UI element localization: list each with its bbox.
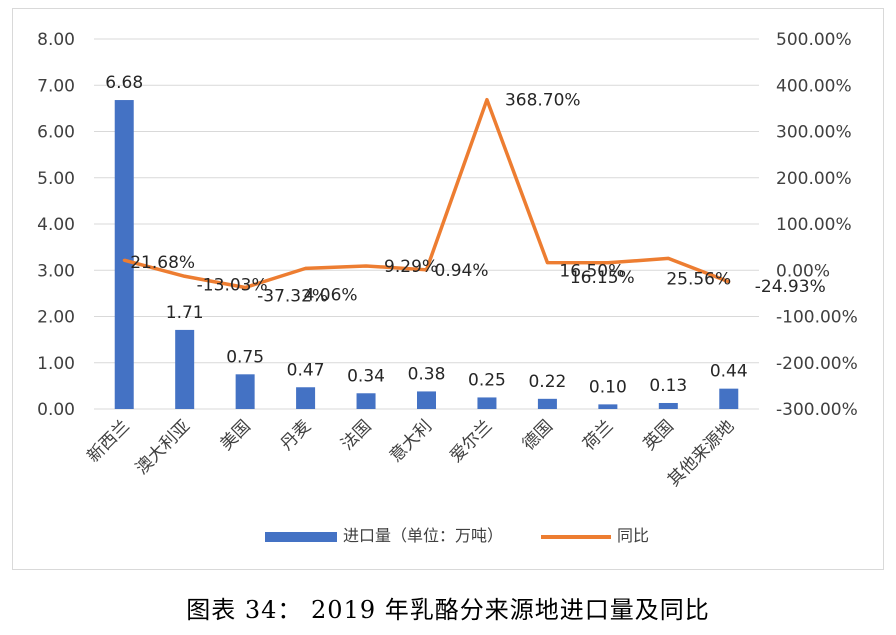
figure-caption: 图表 34： 2019 年乳酪分来源地进口量及同比 [186, 596, 710, 624]
category-label: 其他来源地 [664, 416, 738, 490]
bar-value-label: 0.34 [347, 366, 385, 386]
y-right-tick-label: 0.00% [776, 261, 830, 281]
line-value-label: 9.29% [384, 257, 438, 277]
category-label: 法国 [337, 416, 375, 454]
bar [235, 374, 255, 409]
y-left-tick-label: 8.00 [37, 30, 75, 50]
line-value-label: -37.32% [257, 287, 328, 307]
bar [598, 404, 618, 409]
bar-value-label: 0.75 [226, 347, 264, 367]
yoy-point [183, 274, 187, 278]
yoy-point [364, 264, 368, 268]
bar [417, 391, 436, 409]
category-label: 荷兰 [579, 416, 617, 454]
line-value-label: 4.06% [304, 285, 358, 305]
chart-frame: 0.00 1.00 2.00 3.00 4.00 5.00 6.00 7.00 8.00 -300… [12, 8, 884, 570]
y-left-tick-label: 7.00 [37, 76, 75, 96]
y-right-tick-label: -200.00% [776, 354, 858, 374]
y-left-tick-label: 6.00 [37, 123, 75, 143]
bar-value-label: 0.47 [287, 360, 325, 380]
y-right-tick-label: 400.00% [776, 76, 852, 96]
bar [537, 398, 557, 409]
category-label: 新西兰 [84, 416, 134, 466]
yoy-point [727, 280, 731, 284]
category-label: 澳大利亚 [132, 416, 194, 478]
yoy-point [243, 286, 247, 290]
category-label: 爱尔兰 [446, 416, 496, 466]
bar [658, 402, 678, 409]
y-right-tick-label: -300.00% [776, 400, 858, 420]
line-value-label: 0.94% [435, 261, 489, 281]
y-right-tick-label: 300.00% [776, 123, 852, 143]
line-value-label: 16.50% [559, 262, 624, 282]
bar-value-label: 0.22 [528, 372, 566, 392]
legend-bar-swatch [265, 532, 337, 542]
yoy-point [545, 261, 549, 265]
yoy-point [425, 268, 428, 272]
bar-value-label: 0.44 [710, 362, 748, 382]
combo-chart: 0.00 1.00 2.00 3.00 4.00 5.00 6.00 7.00 8.00 -300… [37, 30, 858, 545]
yoy-point [122, 258, 126, 262]
y-left-tick-label: 0.00 [37, 400, 75, 420]
legend-bar-label: 进口量（单位：万吨） [343, 526, 503, 545]
y-right-tick-label: 500.00% [776, 30, 852, 50]
yoy-point [666, 256, 670, 260]
y-left-tick-label: 4.00 [37, 215, 75, 235]
y-left-tick-label: 5.00 [37, 169, 75, 189]
line-value-label: -24.93% [755, 277, 826, 297]
line-value-label: 21.68% [130, 253, 195, 273]
bar-value-label: 6.68 [105, 73, 143, 93]
category-label: 丹麦 [277, 416, 315, 454]
bar-value-label: 0.25 [468, 370, 506, 390]
bar [296, 387, 316, 409]
bar [356, 393, 376, 409]
bar-value-label: 0.13 [649, 376, 687, 396]
y-right-tick-label: 200.00% [776, 169, 852, 189]
category-label: 德国 [519, 416, 557, 454]
bar-value-label: 0.38 [408, 364, 446, 384]
bar-value-label: 0.10 [589, 377, 627, 397]
y-right-tick-label: 100.00% [776, 215, 852, 235]
category-label: 意大利 [386, 416, 436, 466]
line-value-label: -13.03% [197, 275, 268, 295]
bar-value-label: 1.71 [166, 303, 204, 323]
y-left-tick-label: 1.00 [37, 354, 75, 374]
yoy-point [304, 266, 308, 270]
bar [719, 388, 739, 409]
yoy-point [606, 261, 610, 265]
yoy-point [485, 98, 489, 102]
y-right-tick-label: -100.00% [776, 308, 858, 328]
category-label: 美国 [216, 416, 254, 454]
legend-line-label: 同比 [617, 526, 649, 545]
line-value-label: 368.70% [505, 91, 581, 111]
bar [175, 329, 195, 409]
y-left-tick-label: 3.00 [37, 261, 75, 281]
line-value-label: 25.56% [666, 269, 731, 289]
category-label: 英国 [640, 416, 678, 454]
bar [114, 100, 134, 410]
bar [477, 397, 497, 409]
line-value-label: 16.15% [570, 268, 635, 288]
y-left-tick-label: 2.00 [37, 308, 75, 328]
